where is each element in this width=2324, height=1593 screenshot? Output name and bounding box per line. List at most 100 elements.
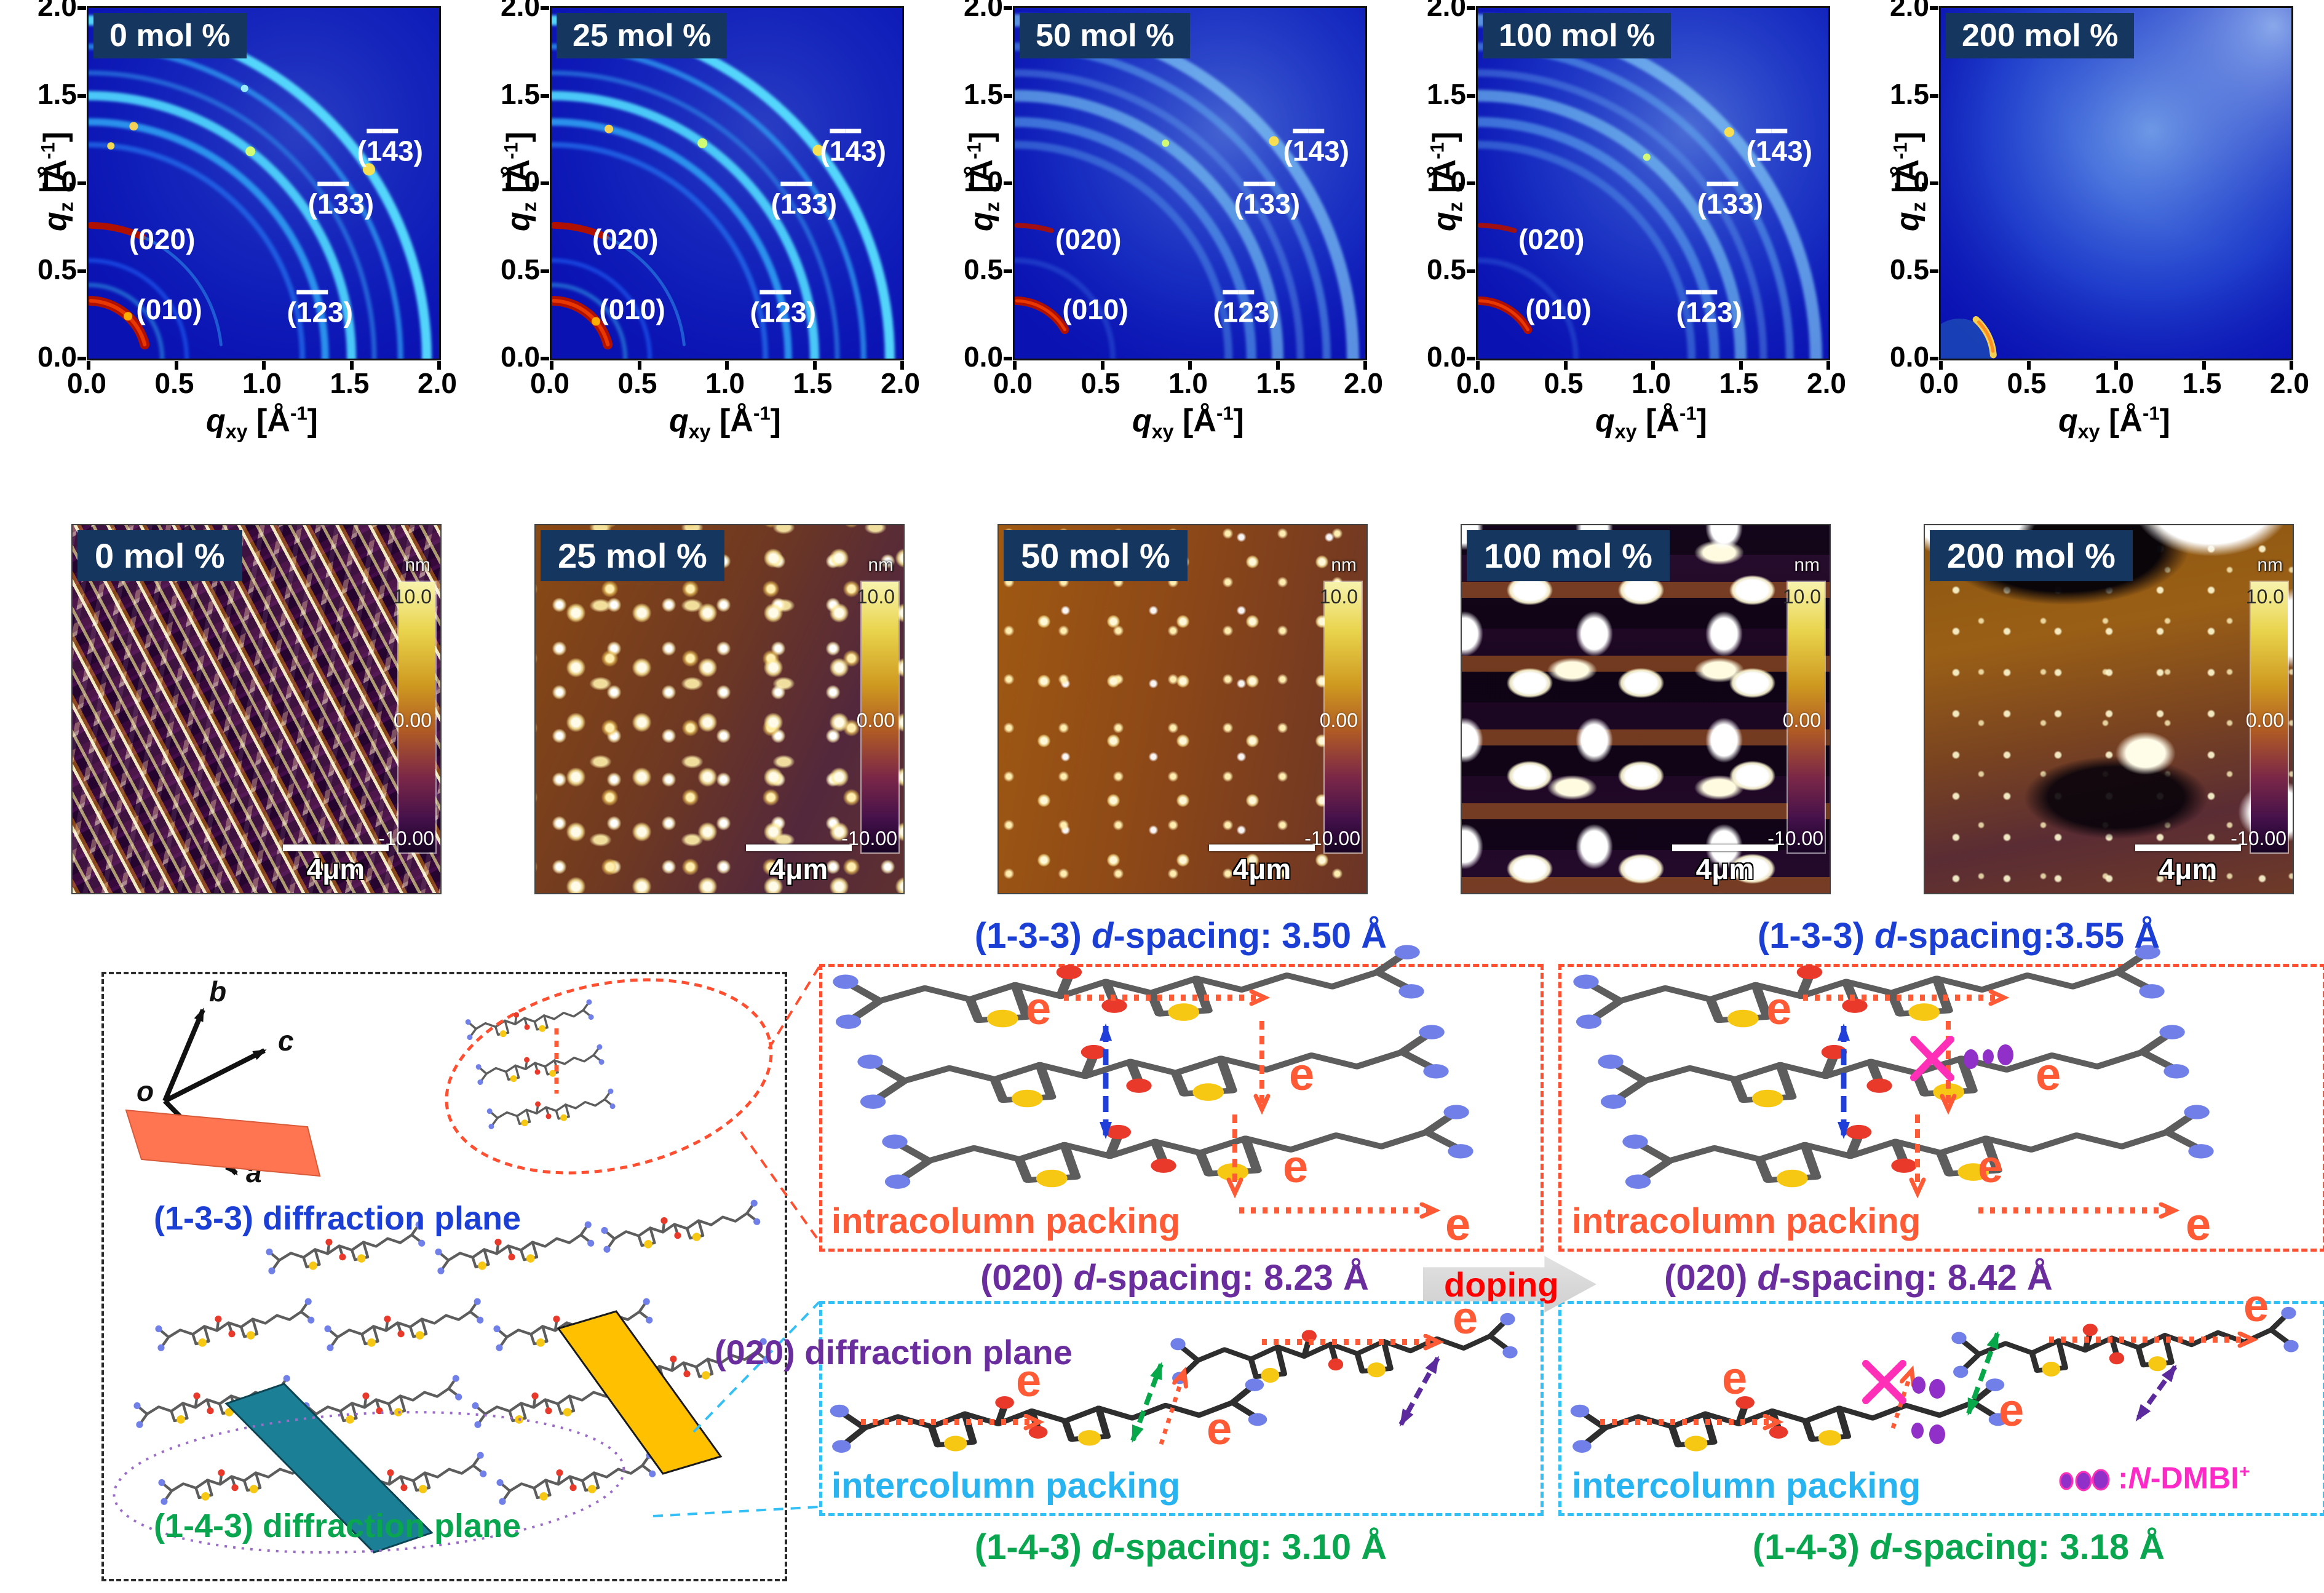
y-axis: qz [Å-1] 0.0 0.5 1.0 1.5 2.0: [478, 0, 550, 373]
peak-label-133: (133): [771, 181, 837, 220]
x-tick: 0.0: [67, 367, 106, 399]
peak-label-143: (143): [820, 129, 886, 168]
y-tick: 1.5: [1890, 77, 1929, 110]
d-spacing-020-pristine: (020) d-spacing: 8.23 Å: [980, 1258, 1369, 1298]
giwaxs-plot: 100 mol % (020) (010) (123) (133) (143): [1467, 6, 1830, 370]
y-tick: 2.0: [501, 0, 540, 22]
afm-image: 50 mol % nm 10.0 0.00 -10.00 4μm: [997, 524, 1368, 894]
y-tick: 1.0: [38, 165, 77, 197]
afm-panel-3: 100 mol % nm 10.0 0.00 -10.00 4μm: [1404, 524, 1831, 894]
x-axis-title: qxy [Å-1]: [668, 402, 781, 443]
peak-label-133: (133): [1697, 181, 1763, 220]
axis-symbol: q: [2058, 403, 2078, 439]
intercolumn-label-doped: intercolumn packing: [1572, 1466, 1921, 1506]
intracolumn-label-doped: intracolumn packing: [1572, 1201, 1921, 1241]
y-tick: 0.5: [38, 253, 77, 285]
x-tick: 0.5: [2007, 367, 2047, 399]
afm-colorbar: nm 10.0 0.00 -10.00: [1767, 555, 1825, 852]
colorbar-gradient: [399, 582, 435, 852]
colorbar-max: 10.0: [856, 586, 895, 608]
d-spacing-133-pristine: (1-3-3) d-spacing: 3.50 Å: [974, 916, 1387, 956]
x-tick: 1.5: [330, 367, 370, 399]
axis-symbol: q: [1132, 403, 1152, 439]
colorbar-unit: nm: [405, 555, 430, 575]
peak-label-143: (143): [357, 129, 423, 168]
giwaxs-pattern: [1941, 8, 2291, 359]
doping-level-chip: 0 mol %: [93, 13, 247, 59]
giwaxs-plot: 50 mol % (020) (010) (123) (133) (143): [1004, 6, 1367, 370]
x-tick: 1.5: [1256, 367, 1296, 399]
x-tick: 1.0: [705, 367, 745, 399]
x-tick: 1.0: [1632, 367, 1671, 399]
x-tick: 1.5: [1719, 367, 1759, 399]
giwaxs-panel-0: qz [Å-1] 0.0 0.5 1.0 1.5 2.0 0 mol % (020) (0…: [15, 0, 457, 443]
peak-label-133: (133): [308, 181, 374, 220]
packing-section: o b c a: [0, 898, 2324, 1593]
giwaxs-pattern: [1478, 8, 1828, 359]
afm-image: 100 mol % nm 10.0 0.00 -10.00 4μm: [1461, 524, 1831, 894]
x-axis-title: qxy [Å-1]: [205, 402, 318, 443]
peak-label-020: (020): [592, 223, 659, 256]
giwaxs-pattern: [1015, 8, 1365, 359]
doping-level-chip: 200 mol %: [1946, 13, 2135, 59]
x-tick: 0.5: [1544, 367, 1584, 399]
y-tick: 2.0: [1427, 0, 1466, 22]
giwaxs-panel-1: qz [Å-1] 0.0 0.5 1.0 1.5 2.0 25 mol % (020) (…: [478, 0, 920, 443]
afm-row: 0 mol % nm 10.0 0.00 -10.00 4μm 25 mol %…: [0, 524, 2324, 894]
scale-bar-label: 4μm: [306, 853, 365, 885]
x-axis: 0.0 0.5 1.0 1.5 2.0 qxy [Å-1]: [1919, 360, 2309, 443]
doping-level-chip: 25 mol %: [557, 13, 728, 59]
y-tick: 0.0: [501, 341, 540, 373]
x-tick: 2.0: [1344, 367, 1383, 399]
scale-bar-line: [1672, 844, 1778, 851]
colorbar-max: 10.0: [2245, 586, 2284, 608]
x-tick: 0.5: [617, 367, 657, 399]
colorbar-max: 10.0: [393, 586, 432, 608]
giwaxs-plot: 25 mol % (020) (010) (123) (133) (143): [541, 6, 904, 370]
x-tick: 0.0: [993, 367, 1033, 399]
x-axis-title: qxy [Å-1]: [1132, 402, 1244, 443]
scale-bar-line: [283, 844, 389, 851]
scale-bar-label: 4μm: [2159, 853, 2218, 885]
colorbar-gradient: [1325, 582, 1362, 852]
y-tick: 1.0: [1890, 165, 1929, 197]
afm-panel-2: 50 mol % nm 10.0 0.00 -10.00 4μm: [941, 524, 1368, 894]
giwaxs-plot: 200 mol %: [1930, 6, 2293, 370]
colorbar-unit: nm: [2257, 555, 2283, 575]
peak-label-010: (010): [136, 293, 202, 326]
y-tick: 0.5: [964, 253, 1003, 285]
afm-image: 25 mol % nm 10.0 0.00 -10.00 4μm: [534, 524, 905, 894]
peak-label-123: (123): [750, 290, 816, 329]
colorbar-mid: 0.00: [2245, 709, 2284, 731]
afm-colorbar: nm 10.0 0.00 -10.00: [1304, 555, 1362, 852]
x-tick: 2.0: [1807, 367, 1846, 399]
y-tick: 2.0: [1890, 0, 1929, 22]
x-tick: 2.0: [418, 367, 457, 399]
scale-bar-label: 4μm: [769, 853, 828, 885]
intracolumn-label-pristine: intracolumn packing: [831, 1201, 1181, 1241]
crystal-structure-box: [101, 972, 787, 1581]
afm-colorbar: nm 10.0 0.00 -10.00: [378, 555, 435, 852]
y-tick: 1.0: [501, 165, 540, 197]
scale-bar: 4μm: [746, 844, 852, 886]
peak-label-123: (123): [287, 290, 353, 329]
x-tick: 1.0: [1168, 367, 1208, 399]
scale-bar-line: [746, 844, 852, 851]
x-tick: 0.5: [154, 367, 194, 399]
d-spacing-143-pristine: (1-4-3) d-spacing: 3.10 Å: [974, 1527, 1387, 1567]
axis-symbol: q: [668, 403, 689, 439]
giwaxs-row: qz [Å-1] 0.0 0.5 1.0 1.5 2.0 0 mol % (020) (0…: [0, 0, 2324, 443]
colorbar-max: 10.0: [1782, 586, 1821, 608]
plane-133-label: (1-3-3) diffraction plane: [154, 1200, 522, 1237]
x-tick: 2.0: [881, 367, 920, 399]
x-tick: 0.0: [530, 367, 569, 399]
peak-label-020: (020): [1055, 223, 1122, 256]
giwaxs-panel-2: qz [Å-1] 0.0 0.5 1.0 1.5 2.0 50 mol % (020)(…: [941, 0, 1383, 443]
doping-level-chip: 200 mol %: [1930, 530, 2133, 582]
peak-label-123: (123): [1676, 290, 1742, 329]
intercolumn-box-doped: [1558, 1301, 2324, 1516]
y-tick: 0.0: [964, 341, 1003, 373]
x-axis-ticks: 0.0 0.5 1.0 1.5 2.0: [1456, 360, 1846, 399]
giwaxs-pattern: [89, 8, 439, 359]
scale-bar-label: 4μm: [1695, 853, 1755, 885]
